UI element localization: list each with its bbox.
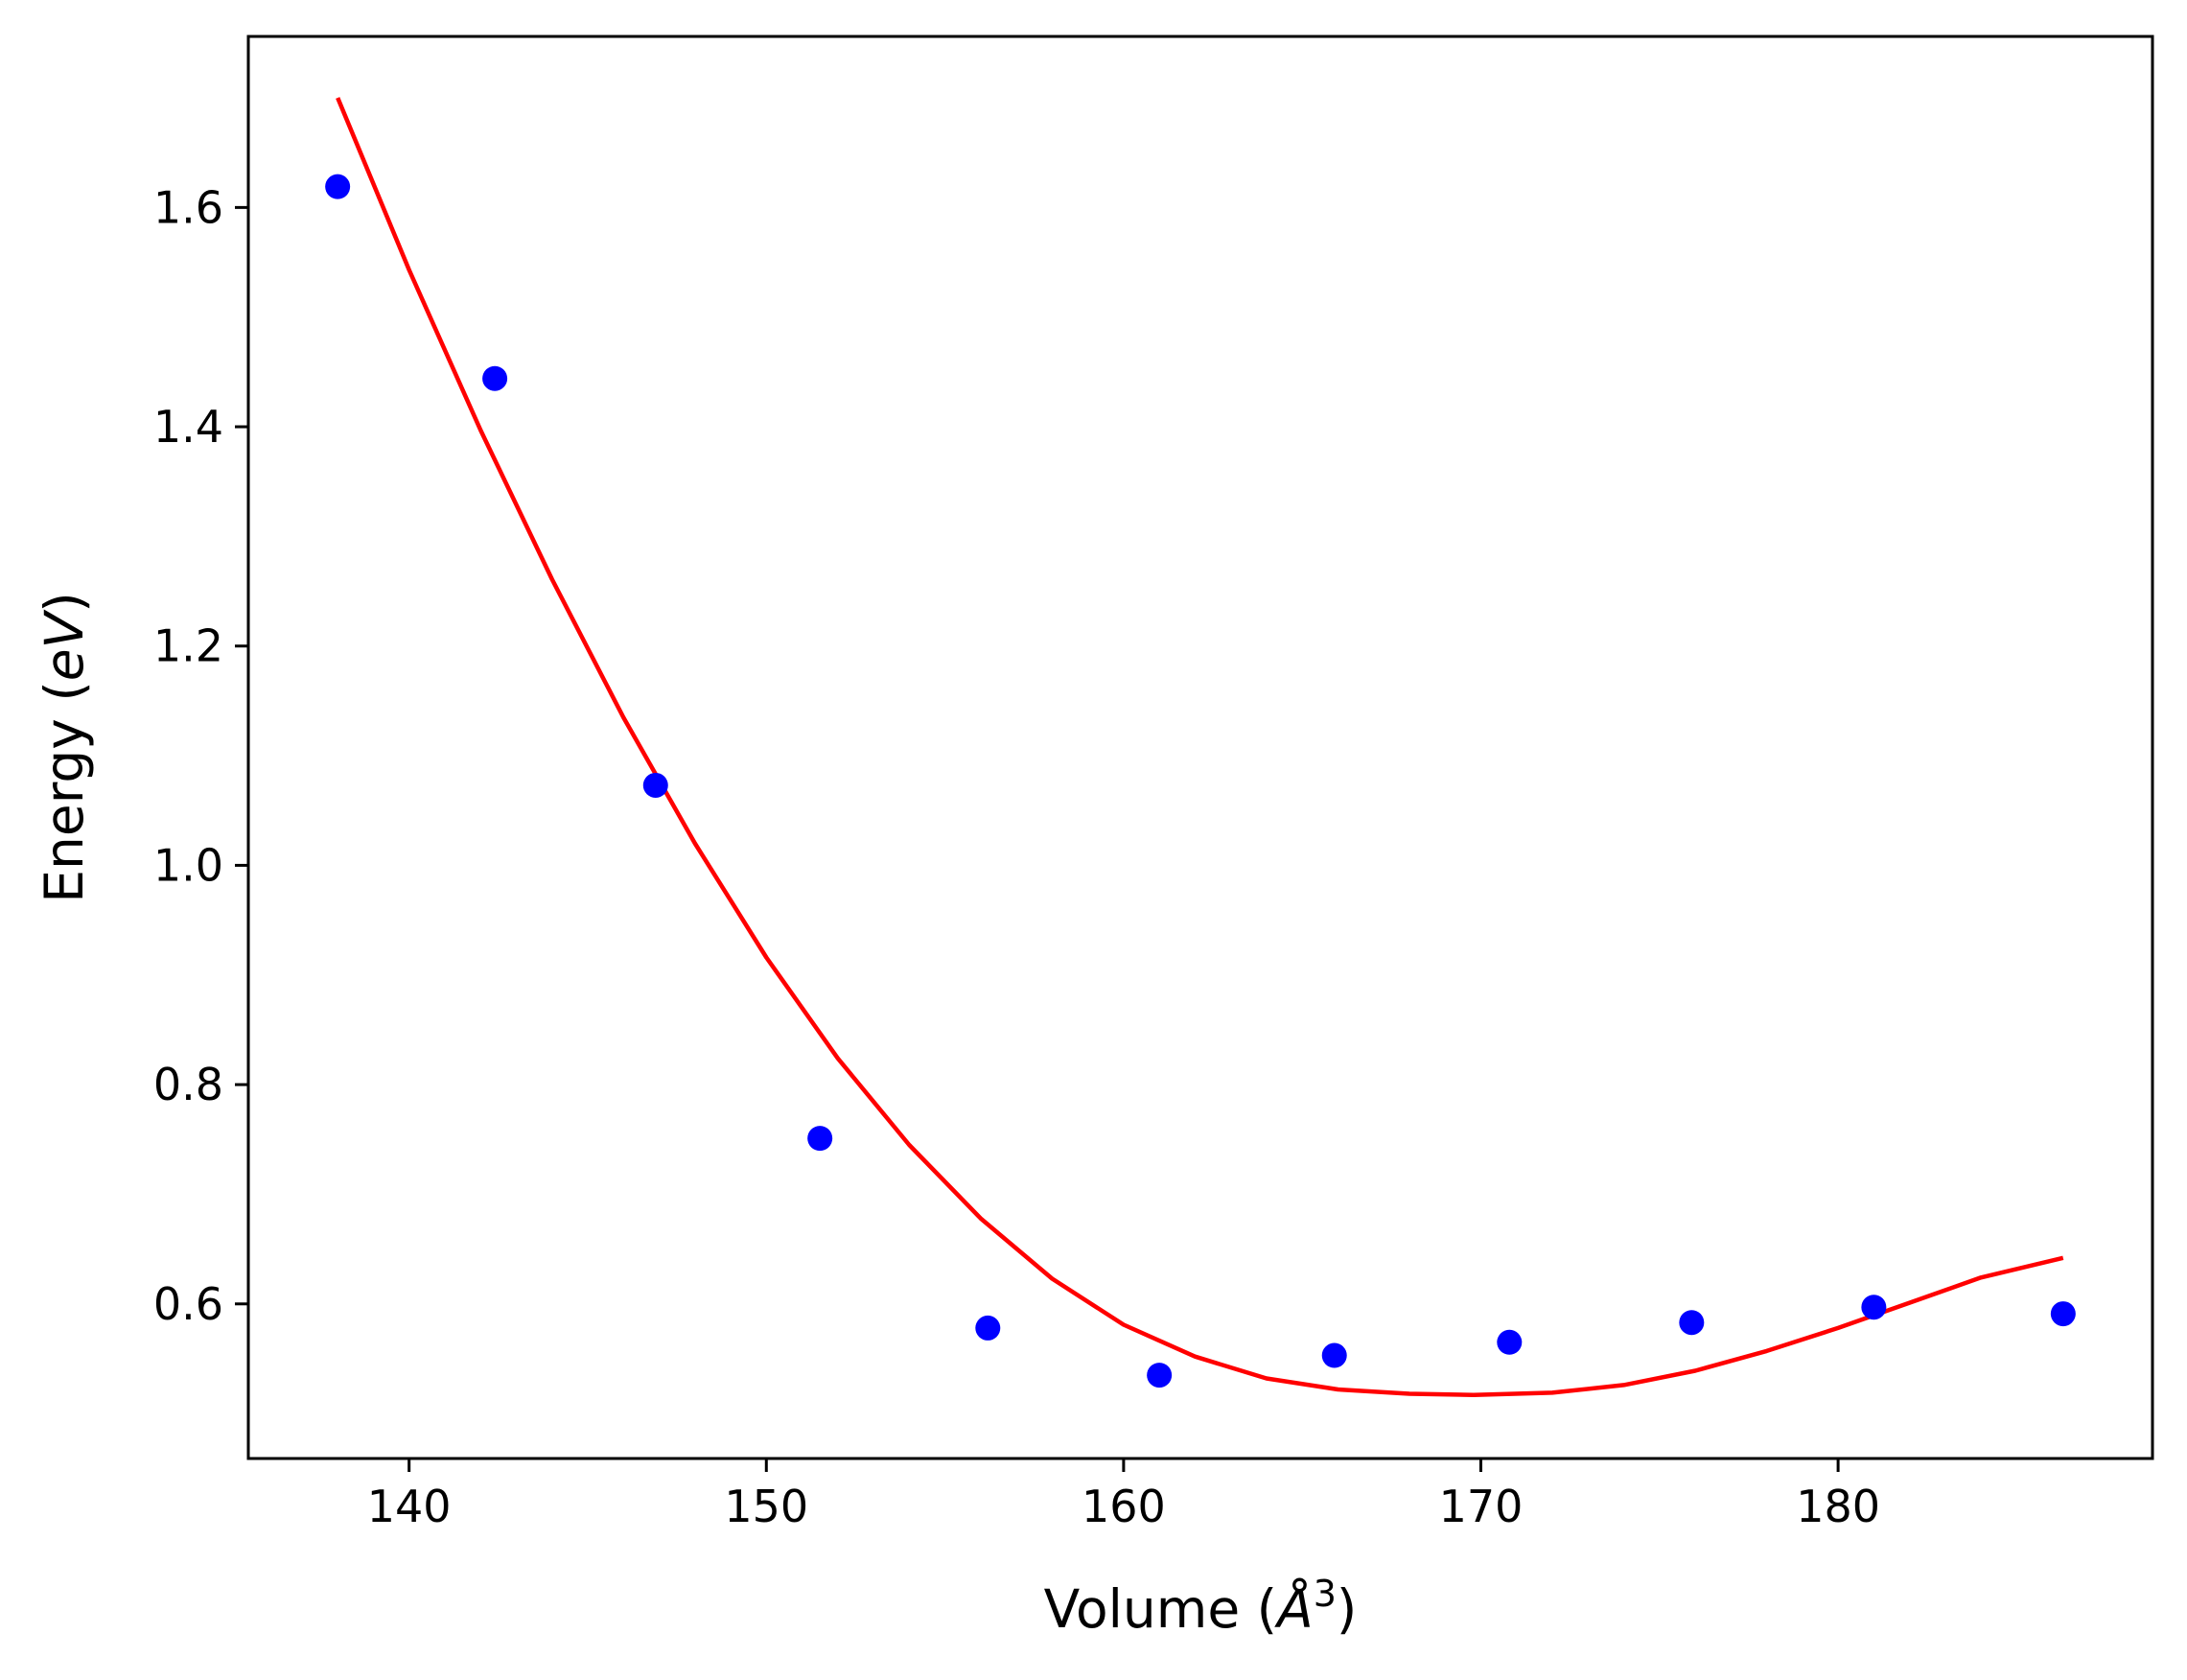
data-point [1321,1342,1347,1368]
data-point [2050,1301,2076,1327]
y-tick-label: 1.2 [153,620,223,672]
y-axis-label-suffix: ) [34,592,95,612]
axes: 140 150 160 170 180 0.6 0.8 1.0 1.2 1.4 1.6 [153,181,1880,1532]
data-point [482,365,508,391]
y-tick-label: 1.0 [153,839,223,891]
x-tick-label: 180 [1796,1481,1880,1532]
plot-area [325,97,2076,1397]
data-point [642,772,668,798]
data-point [807,1126,833,1152]
y-tick-label: 0.6 [153,1278,223,1330]
x-axis-label: Volume (Å3) [1044,1573,1358,1640]
axes-frame [246,35,2154,1460]
y-tick-label: 1.6 [153,181,223,233]
x-axis-label-suffix: ) [1337,1578,1357,1640]
x-axis-label-superscript: 3 [1314,1573,1337,1615]
x-tick-label: 140 [367,1481,452,1532]
y-tick-label: 1.4 [153,401,223,453]
data-point [1861,1295,1887,1320]
data-point [1679,1310,1705,1336]
y-axis-label: Energy (eV) [34,592,95,902]
x-axis-label-symbol: Å [1274,1577,1314,1640]
data-point [325,174,351,199]
fit-curve-line [336,97,2064,1397]
data-point [1497,1329,1523,1355]
x-tick-label: 170 [1439,1481,1524,1532]
y-axis-label-prefix: Energy ( [34,681,95,903]
x-tick-label: 150 [724,1481,808,1532]
y-tick-label: 0.8 [153,1059,223,1110]
x-axis-label-prefix: Volume ( [1044,1578,1278,1640]
x-tick-label: 160 [1082,1481,1166,1532]
data-point [1147,1363,1173,1388]
y-axis-label-italic: eV [34,609,95,681]
data-point [975,1315,1001,1341]
